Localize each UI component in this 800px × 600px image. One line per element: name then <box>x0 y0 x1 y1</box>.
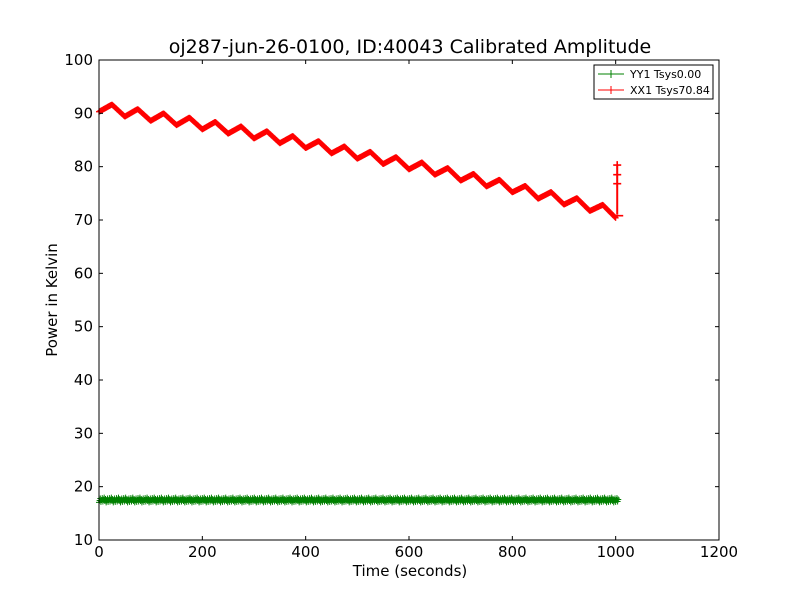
y-tick-label: 70 <box>74 211 93 229</box>
y-tick-label: 10 <box>74 531 93 549</box>
x-tick-label: 800 <box>498 543 527 561</box>
legend-box <box>593 64 714 100</box>
x-tick-label: 200 <box>188 543 217 561</box>
series-xx1-spike-points <box>613 161 624 217</box>
y-tick-label: 80 <box>74 158 93 176</box>
y-tick-label: 20 <box>74 478 93 496</box>
series-xx1 <box>96 101 624 221</box>
x-tick-label: 400 <box>291 543 320 561</box>
legend-marker <box>607 70 615 78</box>
chart-title: oj287-jun-26-0100, ID:40043 Calibrated A… <box>169 36 651 58</box>
legend: YY1 Tsys0.00 XX1 Tsys70.84 <box>593 64 714 100</box>
axes-ticks: 0 200 400 600 800 1000 1200 10 20 30 40 50 60 70 80 90 1… <box>64 51 738 561</box>
plot-layer <box>96 101 624 506</box>
y-tick-label: 60 <box>74 264 93 282</box>
legend-entry: YY1 Tsys0.00 <box>629 68 701 81</box>
legend-entry: XX1 Tsys70.84 <box>630 84 710 97</box>
y-tick-label: 50 <box>74 318 93 336</box>
x-tick-label: 1000 <box>597 543 635 561</box>
y-tick-label: 90 <box>74 104 93 122</box>
x-tick-label: 1200 <box>700 543 738 561</box>
y-tick-label: 30 <box>74 424 93 442</box>
y-tick-label: 100 <box>64 51 93 69</box>
x-axis-label: Time (seconds) <box>352 562 468 580</box>
y-tick-label: 40 <box>74 371 93 389</box>
legend-marker <box>607 86 615 94</box>
series-yy1 <box>96 494 622 506</box>
plot-frame <box>98 59 720 541</box>
x-tick-label: 600 <box>395 543 424 561</box>
y-axis-label: Power in Kelvin <box>43 243 61 357</box>
series-yy1-points <box>96 494 622 506</box>
series-xx1-points <box>96 101 619 221</box>
x-tick-label: 0 <box>94 543 104 561</box>
